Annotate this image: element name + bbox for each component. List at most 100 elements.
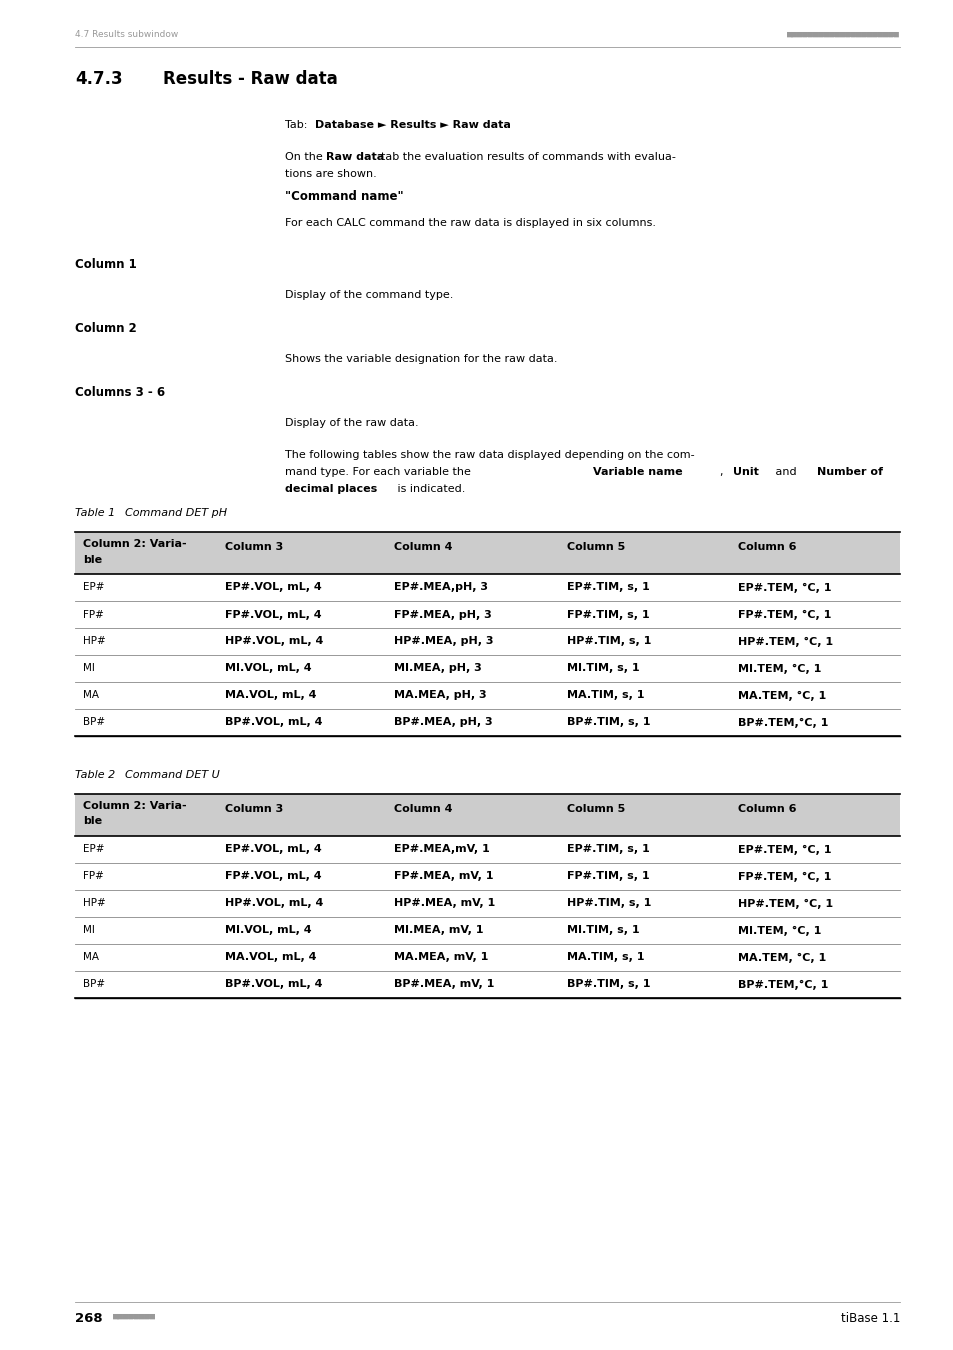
Text: BP#.VOL, mL, 4: BP#.VOL, mL, 4 [225,980,322,990]
Text: Column 5: Column 5 [567,541,625,552]
Text: Column 6: Column 6 [738,805,796,814]
Text: MA.VOL, mL, 4: MA.VOL, mL, 4 [225,690,316,701]
Text: 4.7 Results subwindow: 4.7 Results subwindow [75,30,178,39]
Text: Column 1: Column 1 [75,258,136,271]
Text: Column 2: Varia-: Column 2: Varia- [83,539,187,549]
Text: Variable name: Variable name [593,467,682,477]
Text: MA.VOL, mL, 4: MA.VOL, mL, 4 [225,953,316,963]
Text: Shows the variable designation for the raw data.: Shows the variable designation for the r… [285,354,557,364]
Text: HP#.TEM, °C, 1: HP#.TEM, °C, 1 [738,636,832,647]
Text: HP#.TIM, s, 1: HP#.TIM, s, 1 [567,636,651,647]
Text: BP#.VOL, mL, 4: BP#.VOL, mL, 4 [225,717,322,728]
Text: Column 4: Column 4 [394,805,452,814]
Text: MI.VOL, mL, 4: MI.VOL, mL, 4 [225,663,312,674]
Text: MI: MI [83,926,94,936]
Text: EP#.VOL, mL, 4: EP#.VOL, mL, 4 [225,845,321,855]
Text: BP#.MEA, pH, 3: BP#.MEA, pH, 3 [394,717,492,728]
Text: tab the evaluation results of commands with evalua-: tab the evaluation results of commands w… [380,153,675,162]
Text: Database ► Results ► Raw data: Database ► Results ► Raw data [314,120,511,130]
Text: EP#.TEM, °C, 1: EP#.TEM, °C, 1 [738,582,831,593]
Text: tiBase 1.1: tiBase 1.1 [840,1312,899,1324]
Text: FP#: FP# [83,872,104,882]
Text: MA.TEM, °C, 1: MA.TEM, °C, 1 [738,953,825,963]
Text: BP#: BP# [83,717,105,728]
Text: 268: 268 [75,1312,103,1324]
Text: For each CALC command the raw data is displayed in six columns.: For each CALC command the raw data is di… [285,217,656,228]
Text: FP#.TIM, s, 1: FP#.TIM, s, 1 [567,609,649,620]
Text: EP#.MEA,pH, 3: EP#.MEA,pH, 3 [394,582,488,593]
Text: MA.TEM, °C, 1: MA.TEM, °C, 1 [738,690,825,701]
Text: Display of the raw data.: Display of the raw data. [285,418,418,428]
Text: HP#.MEA, mV, 1: HP#.MEA, mV, 1 [394,899,495,909]
Text: FP#.VOL, mL, 4: FP#.VOL, mL, 4 [225,872,321,882]
Text: 4.7.3: 4.7.3 [75,70,123,88]
Text: FP#.TEM, °C, 1: FP#.TEM, °C, 1 [738,609,831,620]
Text: EP#.TIM, s, 1: EP#.TIM, s, 1 [567,845,649,855]
Text: Column 2: Varia-: Column 2: Varia- [83,801,187,811]
Text: BP#.TEM,°C, 1: BP#.TEM,°C, 1 [738,980,827,990]
Text: MI.TIM, s, 1: MI.TIM, s, 1 [567,926,639,936]
Text: BP#.TIM, s, 1: BP#.TIM, s, 1 [567,980,650,990]
Text: is indicated.: is indicated. [394,485,465,494]
Text: MI.MEA, mV, 1: MI.MEA, mV, 1 [394,926,483,936]
Text: Tab:: Tab: [285,120,311,130]
Text: BP#: BP# [83,980,105,990]
Text: EP#: EP# [83,845,105,855]
Text: Column 4: Column 4 [394,541,452,552]
Text: and: and [771,467,800,477]
Text: BP#.TIM, s, 1: BP#.TIM, s, 1 [567,717,650,728]
Text: FP#.MEA, pH, 3: FP#.MEA, pH, 3 [394,609,491,620]
Text: FP#.TEM, °C, 1: FP#.TEM, °C, 1 [738,872,831,882]
Text: HP#.TEM, °C, 1: HP#.TEM, °C, 1 [738,899,832,909]
Text: MA: MA [83,953,99,963]
Text: "Command name": "Command name" [285,190,403,202]
Text: EP#.TEM, °C, 1: EP#.TEM, °C, 1 [738,845,831,855]
Text: Unit: Unit [732,467,758,477]
Text: ■■■■■■■■: ■■■■■■■■ [112,1312,156,1322]
Text: On the: On the [285,153,326,162]
Text: Column 2: Column 2 [75,323,136,335]
Bar [75,532,899,574]
Text: MA.MEA, mV, 1: MA.MEA, mV, 1 [394,953,488,963]
Text: HP#.MEA, pH, 3: HP#.MEA, pH, 3 [394,636,493,647]
Text: MA.TIM, s, 1: MA.TIM, s, 1 [567,690,644,701]
Bar [75,794,899,836]
Text: Columns 3 - 6: Columns 3 - 6 [75,386,165,400]
Text: Raw data: Raw data [326,153,384,162]
Text: FP#.VOL, mL, 4: FP#.VOL, mL, 4 [225,609,321,620]
Text: MA.TIM, s, 1: MA.TIM, s, 1 [567,953,644,963]
Text: HP#.VOL, mL, 4: HP#.VOL, mL, 4 [225,899,323,909]
Text: FP#: FP# [83,609,104,620]
Text: EP#.TIM, s, 1: EP#.TIM, s, 1 [567,582,649,593]
Text: BP#.MEA, mV, 1: BP#.MEA, mV, 1 [394,980,494,990]
Text: HP#: HP# [83,636,106,647]
Text: FP#.TIM, s, 1: FP#.TIM, s, 1 [567,872,649,882]
Text: MI.TIM, s, 1: MI.TIM, s, 1 [567,663,639,674]
Text: ,: , [720,467,726,477]
Text: Column 3: Column 3 [225,541,283,552]
Text: MI.MEA, pH, 3: MI.MEA, pH, 3 [394,663,481,674]
Text: Command DET U: Command DET U [125,769,219,780]
Text: Number of: Number of [816,467,882,477]
Text: Command DET pH: Command DET pH [125,508,227,518]
Text: mand type. For each variable the: mand type. For each variable the [285,467,474,477]
Text: HP#: HP# [83,899,106,909]
Text: MI.TEM, °C, 1: MI.TEM, °C, 1 [738,663,821,674]
Text: EP#.VOL, mL, 4: EP#.VOL, mL, 4 [225,582,321,593]
Text: Column 3: Column 3 [225,805,283,814]
Text: ble: ble [83,555,102,564]
Text: EP#: EP# [83,582,105,593]
Text: HP#.VOL, mL, 4: HP#.VOL, mL, 4 [225,636,323,647]
Text: FP#.MEA, mV, 1: FP#.MEA, mV, 1 [394,872,493,882]
Text: Table 1: Table 1 [75,508,115,518]
Text: Table 2: Table 2 [75,769,115,780]
Text: MA.MEA, pH, 3: MA.MEA, pH, 3 [394,690,486,701]
Text: MI.TEM, °C, 1: MI.TEM, °C, 1 [738,926,821,936]
Text: Column 6: Column 6 [738,541,796,552]
Text: ■■■■■■■■■■■■■■■■■■■■■: ■■■■■■■■■■■■■■■■■■■■■ [786,30,899,39]
Text: ble: ble [83,817,102,826]
Text: EP#.MEA,mV, 1: EP#.MEA,mV, 1 [394,845,489,855]
Text: decimal places: decimal places [285,485,376,494]
Text: tions are shown.: tions are shown. [285,169,376,180]
Text: MI: MI [83,663,94,674]
